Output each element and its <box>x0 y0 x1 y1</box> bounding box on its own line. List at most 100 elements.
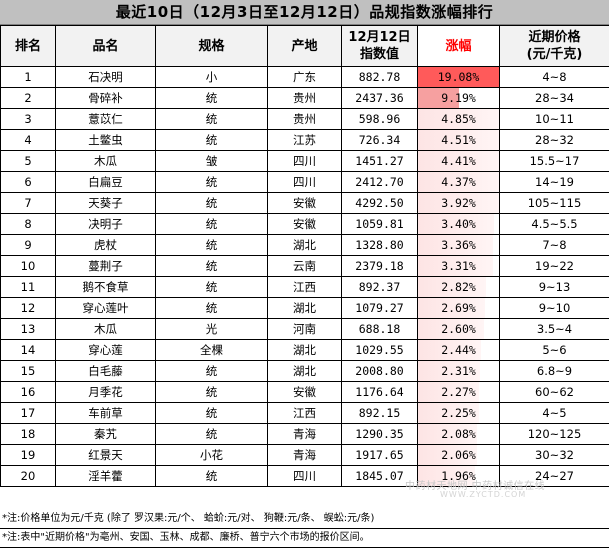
page-title: 最近10日（12月3日至12月12日）品规指数涨幅排行 <box>0 0 609 25</box>
cell-rank: 7 <box>1 193 56 214</box>
cell-gain: 2.60% <box>418 319 500 340</box>
cell-rank: 5 <box>1 151 56 172</box>
cell-price: 30~32 <box>500 445 609 466</box>
cell-gain: 4.37% <box>418 172 500 193</box>
watermark-url: WWW.ZYCTD.COM <box>440 490 526 499</box>
cell-name: 木瓜 <box>56 151 156 172</box>
cell-price: 9~13 <box>500 277 609 298</box>
cell-origin: 河南 <box>268 319 342 340</box>
gain-value: 2.69% <box>441 301 476 315</box>
cell-gain: 3.36% <box>418 235 500 256</box>
cell-rank: 6 <box>1 172 56 193</box>
cell-origin: 广东 <box>268 67 342 88</box>
cell-origin: 江西 <box>268 403 342 424</box>
cell-rank: 15 <box>1 361 56 382</box>
cell-spec: 皱 <box>156 151 268 172</box>
cell-index: 4292.50 <box>342 193 418 214</box>
header-rank: 排名 <box>1 26 56 67</box>
cell-spec: 统 <box>156 382 268 403</box>
cell-name: 秦艽 <box>56 424 156 445</box>
cell-spec: 小 <box>156 67 268 88</box>
cell-index: 2379.18 <box>342 256 418 277</box>
cell-gain: 2.44% <box>418 340 500 361</box>
cell-price: 14~19 <box>500 172 609 193</box>
gain-value: 2.82% <box>441 280 476 294</box>
cell-spec: 统 <box>156 466 268 487</box>
gain-value: 2.27% <box>441 385 476 399</box>
cell-price: 4~5 <box>500 403 609 424</box>
cell-price: 105~115 <box>500 193 609 214</box>
cell-origin: 湖北 <box>268 361 342 382</box>
cell-name: 白扁豆 <box>56 172 156 193</box>
cell-spec: 统 <box>156 235 268 256</box>
cell-rank: 10 <box>1 256 56 277</box>
cell-spec: 统 <box>156 172 268 193</box>
gain-value: 2.60% <box>441 322 476 336</box>
cell-price: 120~125 <box>500 424 609 445</box>
cell-gain: 2.06% <box>418 445 500 466</box>
gain-value: 3.31% <box>441 259 476 273</box>
cell-name: 木瓜 <box>56 319 156 340</box>
cell-rank: 16 <box>1 382 56 403</box>
cell-index: 1079.27 <box>342 298 418 319</box>
cell-origin: 安徽 <box>268 193 342 214</box>
cell-rank: 4 <box>1 130 56 151</box>
cell-price: 28~34 <box>500 88 609 109</box>
header-index-line1: 12月12日 <box>342 29 417 46</box>
cell-rank: 1 <box>1 67 56 88</box>
cell-index: 1290.35 <box>342 424 418 445</box>
cell-origin: 江苏 <box>268 130 342 151</box>
cell-index: 2437.36 <box>342 88 418 109</box>
gain-value: 9.19% <box>441 91 476 105</box>
footnote-price-unit: *注:价格单位为元/千克 (除了 罗汉果:元/个、 蛤蚧:元/对、 狗鞭:元/条… <box>0 510 609 529</box>
header-name: 品名 <box>56 26 156 67</box>
cell-price: 9~10 <box>500 298 609 319</box>
cell-gain: 2.31% <box>418 361 500 382</box>
cell-gain: 4.85% <box>418 109 500 130</box>
cell-gain: 2.82% <box>418 277 500 298</box>
cell-origin: 青海 <box>268 424 342 445</box>
gain-value: 3.36% <box>441 238 476 252</box>
cell-name: 蔓荆子 <box>56 256 156 277</box>
cell-name: 天葵子 <box>56 193 156 214</box>
cell-origin: 湖北 <box>268 340 342 361</box>
cell-name: 鹅不食草 <box>56 277 156 298</box>
cell-index: 1917.65 <box>342 445 418 466</box>
cell-origin: 青海 <box>268 445 342 466</box>
cell-name: 月季花 <box>56 382 156 403</box>
cell-price: 3.5~4 <box>500 319 609 340</box>
cell-name: 白毛藤 <box>56 361 156 382</box>
cell-price: 10~11 <box>500 109 609 130</box>
cell-origin: 贵州 <box>268 109 342 130</box>
cell-origin: 湖北 <box>268 235 342 256</box>
cell-origin: 云南 <box>268 256 342 277</box>
cell-index: 892.15 <box>342 403 418 424</box>
cell-price: 19~22 <box>500 256 609 277</box>
cell-price: 4.5~5.5 <box>500 214 609 235</box>
header-index: 12月12日 指数值 <box>342 26 418 67</box>
cell-name: 红景天 <box>56 445 156 466</box>
cell-name: 骨碎补 <box>56 88 156 109</box>
cell-gain: 2.25% <box>418 403 500 424</box>
cell-origin: 四川 <box>268 151 342 172</box>
cell-spec: 统 <box>156 214 268 235</box>
header-price-line2: (元/千克) <box>500 46 609 63</box>
cell-rank: 9 <box>1 235 56 256</box>
cell-price: 60~62 <box>500 382 609 403</box>
gain-value: 2.44% <box>441 343 476 357</box>
cell-rank: 3 <box>1 109 56 130</box>
cell-rank: 17 <box>1 403 56 424</box>
cell-name: 石决明 <box>56 67 156 88</box>
cell-rank: 18 <box>1 424 56 445</box>
